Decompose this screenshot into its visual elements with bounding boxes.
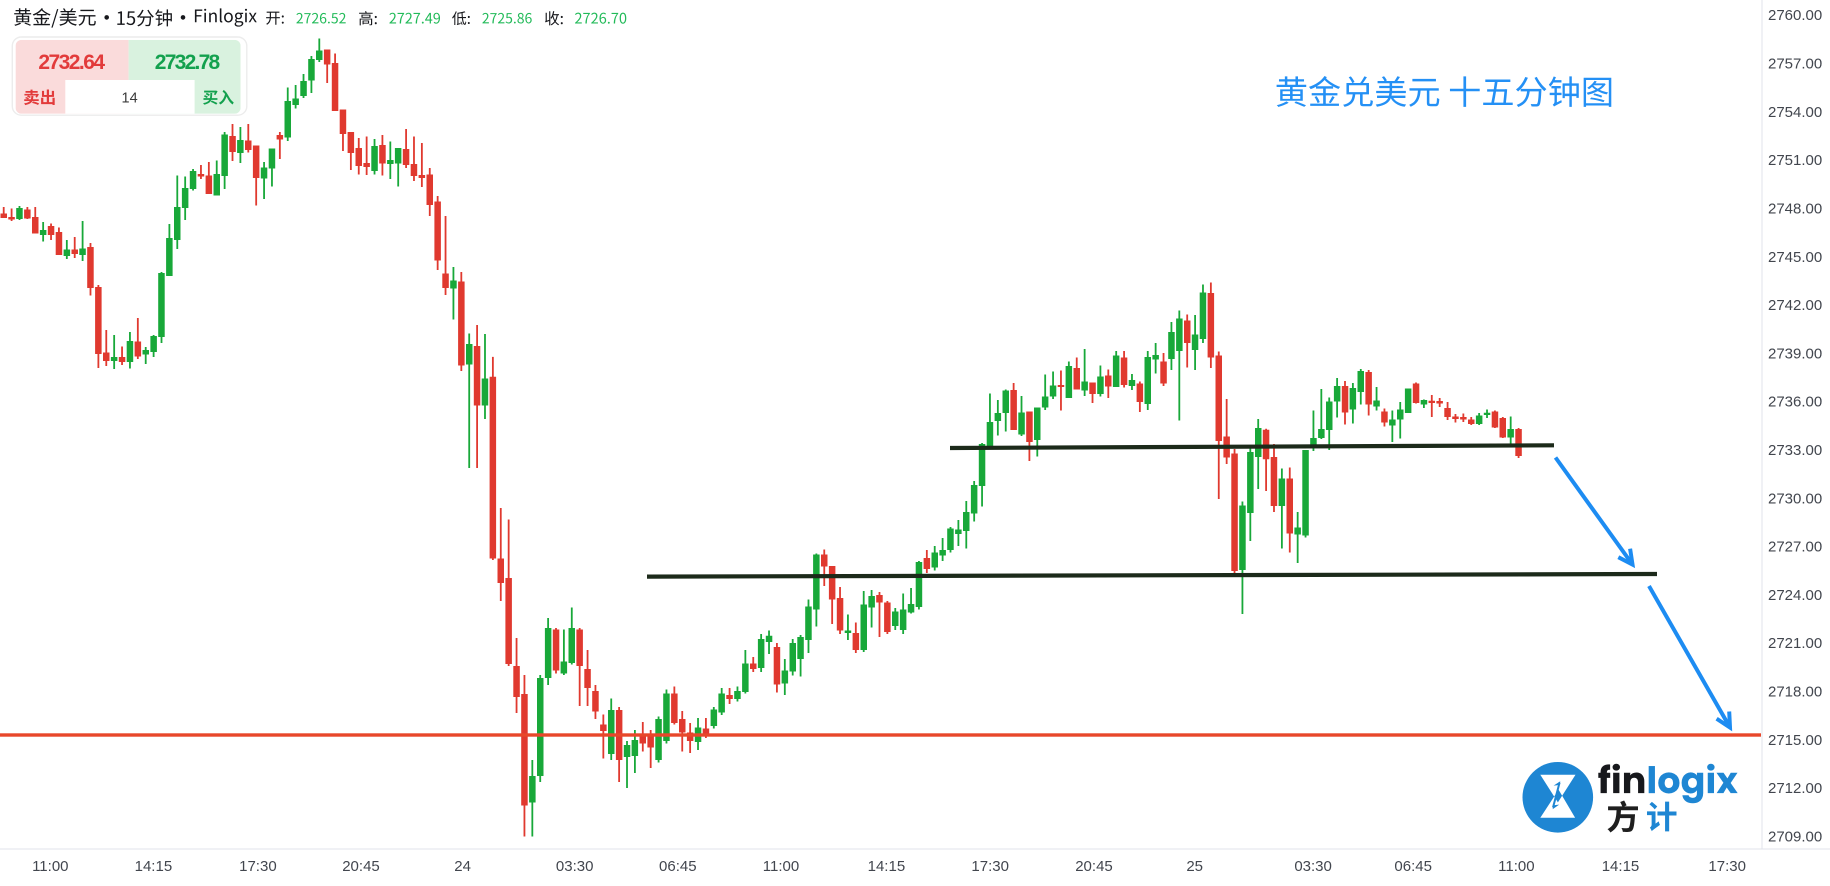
svg-text:03:30: 03:30	[556, 858, 594, 875]
svg-text:20:45: 20:45	[1075, 858, 1113, 875]
svg-text:2730.00: 2730.00	[1768, 490, 1822, 507]
svg-text:25: 25	[1186, 858, 1203, 875]
svg-text:2715.00: 2715.00	[1768, 732, 1822, 749]
svg-text:14:15: 14:15	[1602, 858, 1640, 875]
svg-text:14:15: 14:15	[868, 858, 906, 875]
svg-text:2712.00: 2712.00	[1768, 780, 1822, 797]
svg-text:2709.00: 2709.00	[1768, 829, 1822, 846]
svg-text:2733.00: 2733.00	[1768, 442, 1822, 459]
svg-text:20:45: 20:45	[342, 858, 380, 875]
svg-text:17:30: 17:30	[1708, 858, 1746, 875]
svg-text:24: 24	[454, 858, 471, 875]
svg-text:03:30: 03:30	[1294, 858, 1332, 875]
svg-text:2748.00: 2748.00	[1768, 200, 1822, 217]
svg-text:2721.00: 2721.00	[1768, 635, 1822, 652]
svg-text:2742.00: 2742.00	[1768, 297, 1822, 314]
svg-text:11:00: 11:00	[763, 858, 799, 875]
svg-text:2757.00: 2757.00	[1768, 56, 1822, 73]
svg-text:17:30: 17:30	[971, 858, 1009, 875]
svg-text:2736.00: 2736.00	[1768, 394, 1822, 411]
svg-text:2760.00: 2760.00	[1768, 7, 1822, 24]
svg-text:2751.00: 2751.00	[1768, 152, 1822, 169]
svg-text:2718.00: 2718.00	[1768, 684, 1822, 701]
svg-text:06:45: 06:45	[1394, 858, 1432, 875]
svg-text:2754.00: 2754.00	[1768, 104, 1822, 121]
svg-text:2724.00: 2724.00	[1768, 587, 1822, 604]
svg-text:2732.64: 2732.64	[38, 51, 105, 74]
svg-text:14: 14	[122, 91, 138, 107]
svg-text:2745.00: 2745.00	[1768, 249, 1822, 266]
svg-text:17:30: 17:30	[239, 858, 277, 875]
svg-text:2732.78: 2732.78	[155, 51, 221, 74]
svg-text:14:15: 14:15	[135, 858, 173, 875]
svg-text:11:00: 11:00	[1498, 858, 1534, 875]
svg-text:2739.00: 2739.00	[1768, 345, 1822, 362]
svg-text:2727.00: 2727.00	[1768, 539, 1822, 556]
svg-text:06:45: 06:45	[659, 858, 697, 875]
svg-text:11:00: 11:00	[32, 858, 68, 875]
